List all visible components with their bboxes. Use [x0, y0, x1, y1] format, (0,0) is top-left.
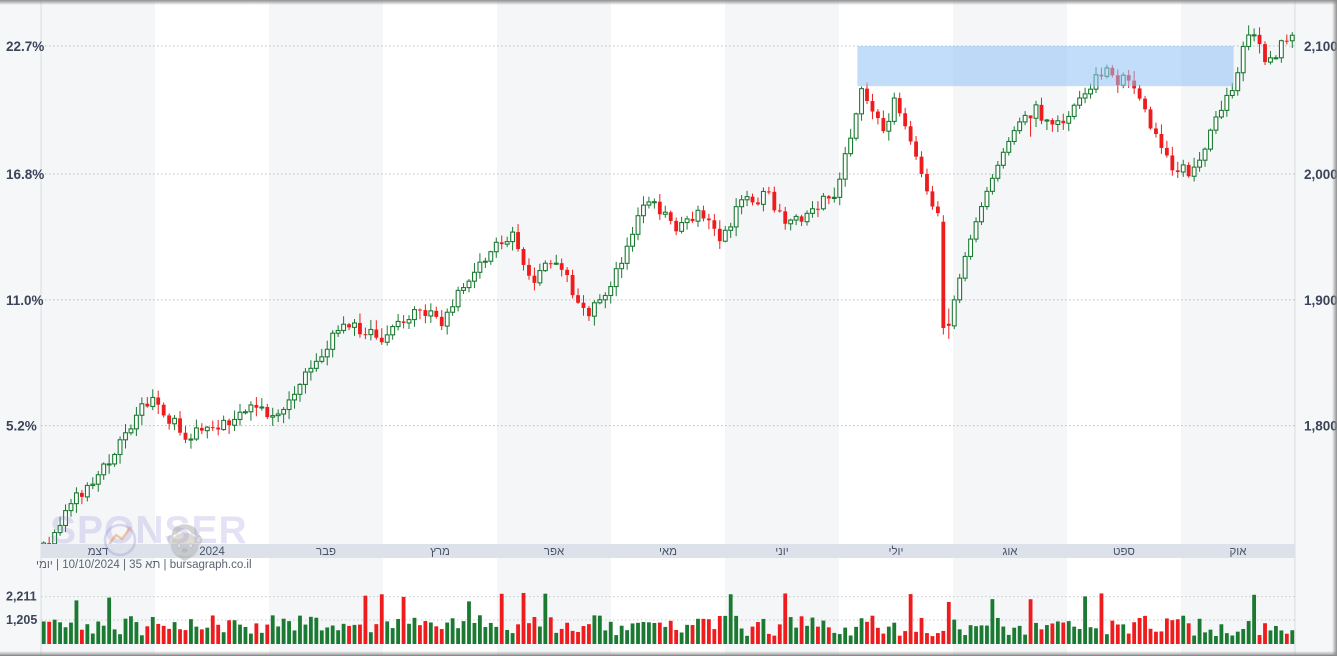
svg-text:22.7%: 22.7%	[6, 39, 44, 54]
svg-text:יוני: יוני	[775, 546, 788, 558]
svg-text:5.2%: 5.2%	[6, 419, 37, 434]
svg-text:16.8%: 16.8%	[6, 167, 44, 182]
svg-text:אוק: אוק	[1230, 546, 1248, 558]
svg-text:ימוי | 10/10/2024 | 35 את | bu: ימוי | 10/10/2024 | 35 את | bursagraph.c…	[36, 559, 252, 571]
svg-text:פבר: פבר	[316, 546, 336, 558]
svg-text:מאי: מאי	[659, 546, 677, 558]
svg-text:11.0%: 11.0%	[6, 293, 44, 308]
svg-text:מרץ: מרץ	[430, 546, 450, 558]
svg-text:2024: 2024	[199, 546, 225, 558]
svg-text:ספט: ספט	[1113, 546, 1135, 558]
svg-text:2,211: 2,211	[6, 590, 37, 604]
svg-text:אוג: אוג	[1002, 546, 1018, 558]
svg-text:יולי: יולי	[888, 545, 903, 558]
svg-text:1,205: 1,205	[6, 613, 37, 627]
svg-text:אפר: אפר	[544, 546, 565, 558]
svg-text:דצמ: דצמ	[88, 546, 109, 558]
